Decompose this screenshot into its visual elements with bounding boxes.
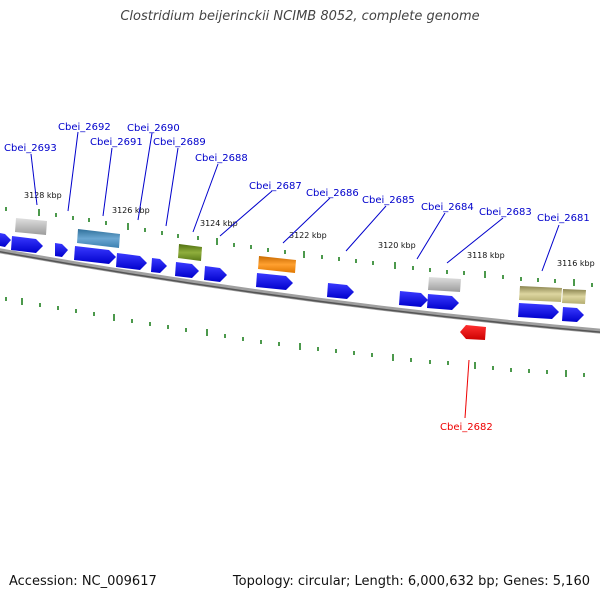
gene-arrow <box>562 307 584 322</box>
gene-label-cbei-2692[interactable]: Cbei_2692 <box>58 122 111 133</box>
gene-label-cbei-2681[interactable]: Cbei_2681 <box>537 213 590 224</box>
map-title: Clostridium beijerinckii NCIMB 8052, com… <box>120 9 480 24</box>
gene-arrow <box>427 294 459 310</box>
lower-tick-track <box>5 297 585 377</box>
accession-text: Accession: NC_009617 <box>9 574 157 589</box>
gene-arrow <box>399 291 428 307</box>
gene-arrow <box>151 258 167 273</box>
hit-bar-khaki <box>519 286 562 302</box>
hit-bar-grey <box>15 218 47 235</box>
gene-label-cbei-2689[interactable]: Cbei_2689 <box>153 137 206 148</box>
gene-arrow <box>11 236 43 253</box>
gene-label-cbei-2687[interactable]: Cbei_2687 <box>249 181 302 192</box>
leader-line-reverse <box>464 359 470 419</box>
gene-label-cbei-2691[interactable]: Cbei_2691 <box>90 137 143 148</box>
upper-tick-track <box>5 207 593 287</box>
kbp-label-3124: 3124 kbp <box>200 219 238 228</box>
gene-arrow <box>204 266 227 282</box>
genome-summary-text: Topology: circular; Length: 6,000,632 bp… <box>232 574 590 589</box>
kbp-label-3126: 3126 kbp <box>112 206 150 215</box>
gene-arrow <box>175 262 199 278</box>
hit-bar-orange <box>258 256 296 273</box>
kbp-label-3128: 3128 kbp <box>24 191 62 200</box>
gene-arrow <box>55 243 68 257</box>
hit-bar-steelblue <box>77 229 120 248</box>
gene-arrow <box>116 253 147 270</box>
gene-label-cbei-2693[interactable]: Cbei_2693 <box>4 143 57 154</box>
gene-arrow <box>256 273 293 290</box>
gene-label-cbei-2690[interactable]: Cbei_2690 <box>127 123 180 134</box>
gene-arrow <box>74 246 116 264</box>
gene-label-cbei-2688[interactable]: Cbei_2688 <box>195 153 248 164</box>
hit-bar-khaki-2 <box>562 289 586 304</box>
kbp-label-3116: 3116 kbp <box>557 259 595 268</box>
gene-arrow <box>0 233 11 247</box>
hit-bar-olive <box>178 244 202 261</box>
kbp-label-3122: 3122 kbp <box>289 231 327 240</box>
gene-label-cbei-2685[interactable]: Cbei_2685 <box>362 195 415 206</box>
backbone <box>0 248 600 334</box>
leader-lines <box>30 131 560 272</box>
gene-arrow <box>518 303 559 319</box>
gene-label-cbei-2686[interactable]: Cbei_2686 <box>306 188 359 199</box>
kbp-label-3120: 3120 kbp <box>378 241 416 250</box>
hit-bars <box>15 218 586 304</box>
gene-arrow-reverse <box>460 325 486 340</box>
kbp-label-3118: 3118 kbp <box>467 251 505 260</box>
gene-label-cbei-2683[interactable]: Cbei_2683 <box>479 207 532 218</box>
forward-genes <box>0 233 584 322</box>
gene-arrow <box>327 283 354 299</box>
gene-label-cbei-2684[interactable]: Cbei_2684 <box>421 202 474 213</box>
hit-bar-grey-2 <box>428 277 461 292</box>
gene-label-cbei-2682[interactable]: Cbei_2682 <box>440 422 493 433</box>
